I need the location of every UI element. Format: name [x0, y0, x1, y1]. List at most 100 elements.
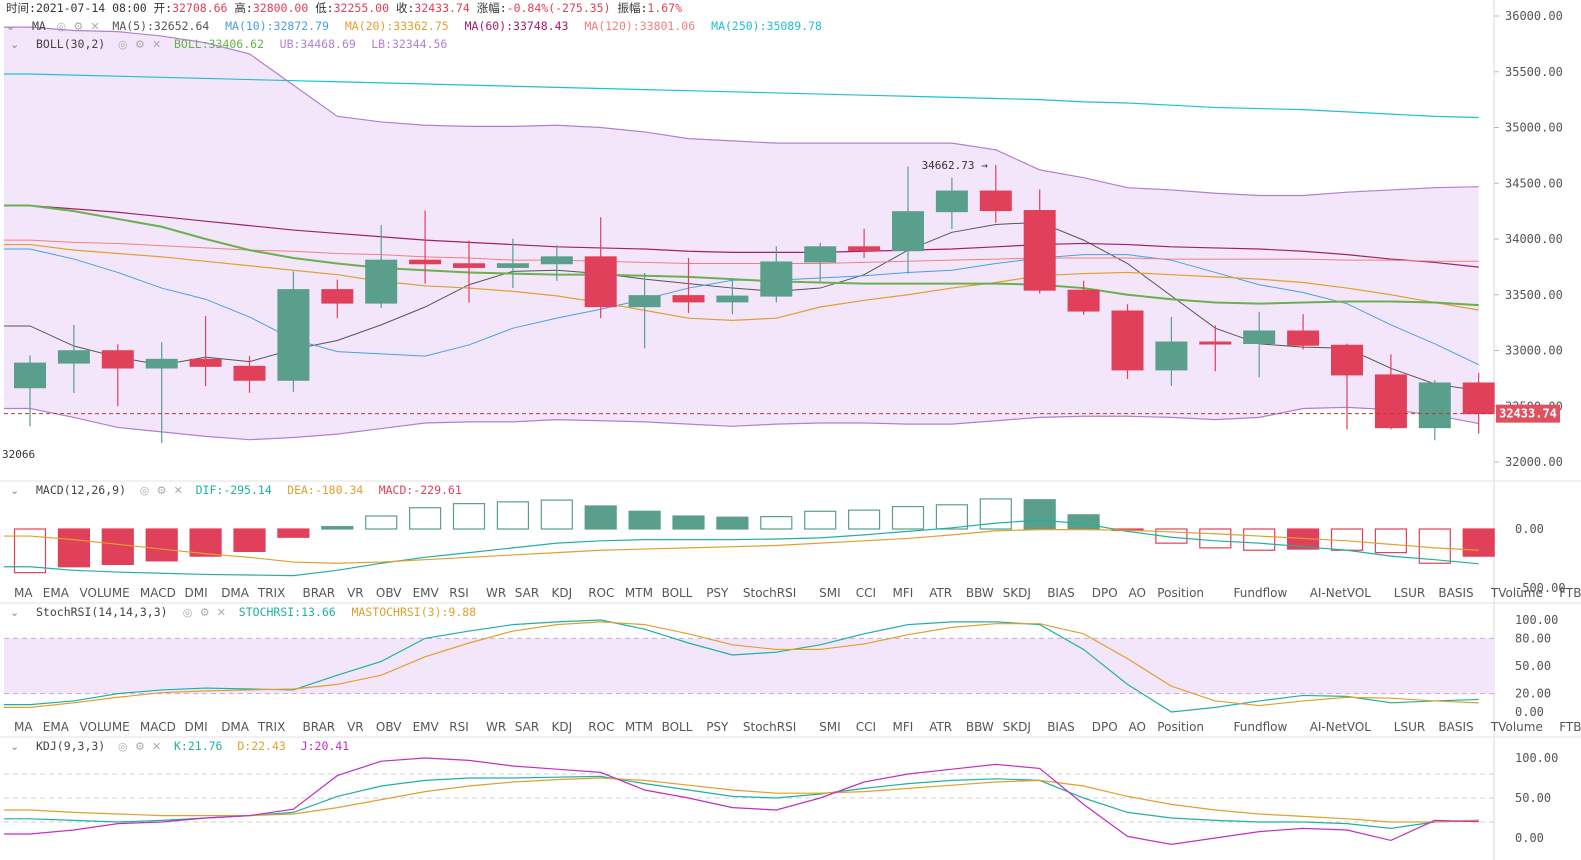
indicator-tab-atr[interactable]: ATR [929, 720, 952, 734]
indicator-tab-sar[interactable]: SAR [515, 586, 539, 600]
indicator-tab-wr[interactable]: WR [486, 720, 506, 734]
settings-icon[interactable]: ⚙ [73, 20, 83, 33]
collapse-icon[interactable]: ⌄ [6, 20, 15, 33]
candle[interactable] [57, 324, 90, 393]
indicator-tab-stochrsi[interactable]: StochRSI [743, 720, 796, 734]
candle[interactable] [321, 279, 354, 319]
indicator-tab-position[interactable]: Position [1157, 586, 1204, 600]
indicator-tab-ao[interactable]: AO [1129, 720, 1146, 734]
candle[interactable] [409, 210, 442, 284]
indicator-tab-atr[interactable]: ATR [929, 586, 952, 600]
indicator-tab-ftbs[interactable]: FTBS [1559, 586, 1581, 600]
indicator-tab-vr[interactable]: VR [347, 586, 364, 600]
indicator-tab-dma[interactable]: DMA [221, 586, 250, 600]
indicator-tab-bbw[interactable]: BBW [966, 720, 994, 734]
indicator-tab-ai-netvol[interactable]: AI-NetVOL [1310, 586, 1372, 600]
indicator-tab-dmi[interactable]: DMI [185, 586, 208, 600]
candle[interactable] [1155, 316, 1188, 386]
indicator-tab-mtm[interactable]: MTM [625, 586, 653, 600]
visibility-icon[interactable]: ◎ [140, 484, 150, 497]
indicator-tab-cci[interactable]: CCI [856, 586, 876, 600]
collapse-icon[interactable]: ⌄ [10, 606, 19, 619]
indicator-tab-ema[interactable]: EMA [43, 586, 70, 600]
indicator-tab-macd[interactable]: MACD [140, 586, 176, 600]
close-icon[interactable]: ✕ [217, 606, 226, 619]
indicator-tab-obv[interactable]: OBV [376, 586, 402, 600]
indicator-tab-boll[interactable]: BOLL [662, 720, 693, 734]
indicator-tab-sar[interactable]: SAR [515, 720, 539, 734]
candle[interactable] [1462, 372, 1495, 434]
candle[interactable] [145, 342, 178, 444]
indicator-tab-dpo[interactable]: DPO [1092, 720, 1118, 734]
settings-icon[interactable]: ⚙ [157, 484, 167, 497]
candle[interactable] [672, 257, 705, 314]
collapse-icon[interactable]: ⌄ [10, 740, 19, 753]
indicator-tab-lsur[interactable]: LSUR [1394, 720, 1425, 734]
indicator-tab-bias[interactable]: BIAS [1047, 720, 1075, 734]
close-icon[interactable]: ✕ [152, 38, 161, 51]
indicator-tab-smi[interactable]: SMI [819, 720, 841, 734]
settings-icon[interactable]: ⚙ [135, 740, 145, 753]
candle[interactable] [1111, 304, 1144, 379]
indicator-tab-ma[interactable]: MA [14, 720, 33, 734]
indicator-tab-trix[interactable]: TRIX [257, 720, 285, 734]
indicator-tab-kdj[interactable]: KDJ [552, 720, 573, 734]
candle[interactable] [716, 278, 749, 315]
candle[interactable] [848, 228, 881, 258]
indicator-tab-position[interactable]: Position [1157, 720, 1204, 734]
indicator-tab-tvolume[interactable]: TVolume [1490, 720, 1543, 734]
indicator-tab-dpo[interactable]: DPO [1092, 586, 1118, 600]
indicator-tab-psy[interactable]: PSY [706, 720, 729, 734]
indicator-tab-smi[interactable]: SMI [819, 586, 841, 600]
candle[interactable] [277, 271, 310, 392]
candle[interactable] [584, 217, 617, 319]
indicator-tab-wr[interactable]: WR [486, 586, 506, 600]
indicator-tab-ma[interactable]: MA [14, 586, 33, 600]
indicator-tab-fundflow[interactable]: Fundflow [1234, 720, 1288, 734]
indicator-tab-mfi[interactable]: MFI [893, 720, 914, 734]
candle[interactable] [1418, 380, 1451, 441]
close-icon[interactable]: ✕ [90, 20, 99, 33]
indicator-tab-basis[interactable]: BASIS [1438, 720, 1473, 734]
candle[interactable] [1331, 343, 1363, 430]
candle[interactable] [892, 166, 924, 274]
candle[interactable] [1287, 314, 1320, 350]
indicator-tab-psy[interactable]: PSY [706, 586, 729, 600]
candle[interactable] [453, 240, 485, 303]
candle[interactable] [540, 245, 573, 281]
indicator-tab-brar[interactable]: BRAR [303, 586, 336, 600]
settings-icon[interactable]: ⚙ [135, 38, 145, 51]
indicator-tab-vr[interactable]: VR [347, 720, 364, 734]
indicator-tab-mfi[interactable]: MFI [893, 586, 914, 600]
indicator-tab-obv[interactable]: OBV [376, 720, 402, 734]
indicator-tab-mtm[interactable]: MTM [625, 720, 653, 734]
indicator-tab-ai-netvol[interactable]: AI-NetVOL [1310, 720, 1372, 734]
visibility-icon[interactable]: ◎ [183, 606, 193, 619]
indicator-tab-ao[interactable]: AO [1129, 586, 1146, 600]
candle[interactable] [1374, 354, 1407, 430]
indicator-tab-ema[interactable]: EMA [43, 720, 70, 734]
collapse-icon[interactable]: ⌄ [10, 38, 19, 51]
candle[interactable] [189, 315, 222, 387]
visibility-icon[interactable]: ◎ [118, 38, 128, 51]
candle[interactable] [760, 246, 793, 303]
indicator-tab-bias[interactable]: BIAS [1047, 586, 1075, 600]
indicator-tab-emv[interactable]: EMV [413, 720, 440, 734]
candle[interactable] [628, 273, 661, 349]
indicator-tab-tvolume[interactable]: TVolume [1490, 586, 1543, 600]
candle[interactable] [804, 242, 837, 282]
indicator-tab-macd[interactable]: MACD [140, 720, 176, 734]
indicator-tab-brar[interactable]: BRAR [303, 720, 336, 734]
indicator-tab-dmi[interactable]: DMI [185, 720, 208, 734]
candle[interactable] [365, 225, 398, 309]
indicator-tab-volume[interactable]: VOLUME [80, 586, 130, 600]
indicator-tab-boll[interactable]: BOLL [662, 586, 693, 600]
indicator-tab-kdj[interactable]: KDJ [552, 586, 573, 600]
close-icon[interactable]: ✕ [152, 740, 161, 753]
candle[interactable] [1067, 280, 1100, 315]
indicator-tab-ftbs[interactable]: FTBS [1559, 720, 1581, 734]
candle[interactable] [14, 355, 46, 427]
indicator-tab-roc[interactable]: ROC [588, 586, 614, 600]
indicator-tab-stochrsi[interactable]: StochRSI [743, 586, 796, 600]
candle[interactable] [233, 356, 266, 393]
